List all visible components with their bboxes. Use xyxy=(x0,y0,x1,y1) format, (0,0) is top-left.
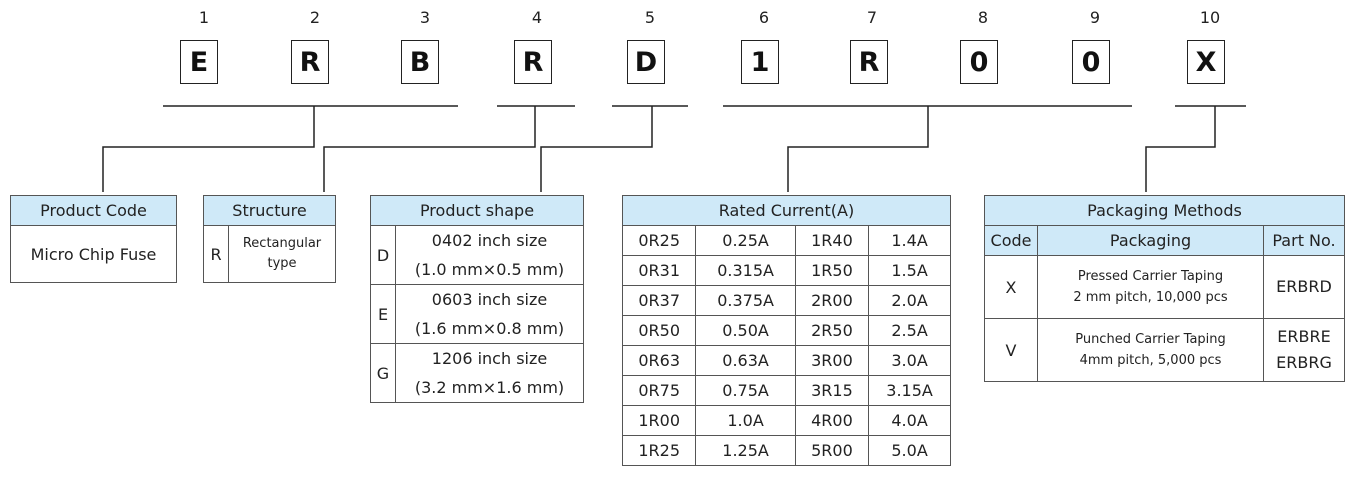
table-cell: 1.4A xyxy=(868,225,951,256)
packaging-code: X xyxy=(984,255,1038,319)
table-cell: 2R00 xyxy=(794,285,870,316)
table-row: 1R25 1.25A 5R00 5.0A xyxy=(621,435,951,466)
position-number: 8 xyxy=(977,8,989,27)
position-number: 9 xyxy=(1089,8,1101,27)
structure-label: Rectangular type xyxy=(228,225,336,283)
packaging-description: Pressed Carrier Taping 2 mm pitch, 10,00… xyxy=(1037,255,1264,319)
product-shape-table: Product shape D 0402 inch size (1.0 mm×0… xyxy=(370,195,584,403)
table-row: 0R25 0.25A 1R40 1.4A xyxy=(621,225,951,256)
position-number: 2 xyxy=(309,8,321,27)
code-char-box: R xyxy=(850,40,888,84)
packaging-description: Punched Carrier Taping 4mm pitch, 5,000 … xyxy=(1037,318,1264,382)
table-cell: 1.0A xyxy=(695,405,796,436)
table-cell: 5.0A xyxy=(868,435,951,466)
shape-size: 1206 inch size xyxy=(395,343,584,373)
table-row: 0R37 0.375A 2R00 2.0A xyxy=(621,285,951,316)
product-code-table: Product Code Micro Chip Fuse xyxy=(10,195,177,283)
table-cell: 0.75A xyxy=(695,375,796,406)
position-number: 1 xyxy=(198,8,210,27)
table-row: V Punched Carrier Taping 4mm pitch, 5,00… xyxy=(984,318,1345,382)
code-char-box: X xyxy=(1187,40,1225,84)
table-row: 1R00 1.0A 4R00 4.0A xyxy=(621,405,951,436)
column-header-packaging: Packaging xyxy=(1037,225,1264,256)
position-number: 3 xyxy=(419,8,431,27)
position-number: 10 xyxy=(1199,8,1221,27)
column-header-part-no: Part No. xyxy=(1263,225,1345,256)
table-cell: 1R50 xyxy=(794,255,870,286)
code-char-box: 0 xyxy=(960,40,998,84)
shape-dims: (3.2 mm×1.6 mm) xyxy=(395,373,584,403)
table-cell: 1.25A xyxy=(695,435,796,466)
table-header: Structure xyxy=(203,195,336,226)
rated-current-table: Rated Current(A) 0R25 0.25A 1R40 1.4A 0R31 0… xyxy=(621,195,951,466)
table-header: Packaging Methods xyxy=(984,195,1345,226)
table-cell: 2.5A xyxy=(868,315,951,346)
table-header: Rated Current(A) xyxy=(622,195,951,226)
position-number: 6 xyxy=(758,8,770,27)
table-cell: 3R00 xyxy=(794,345,870,376)
column-header-code: Code xyxy=(984,225,1038,256)
table-cell: 2.0A xyxy=(868,285,951,316)
code-char-box: R xyxy=(514,40,552,84)
position-number: 4 xyxy=(531,8,543,27)
table-row: 0R63 0.63A 3R00 3.0A xyxy=(621,345,951,376)
position-number: 7 xyxy=(866,8,878,27)
packaging-part-no: ERBRE ERBRG xyxy=(1263,318,1345,382)
shape-code: E xyxy=(370,284,396,344)
table-cell: 1R40 xyxy=(794,225,870,256)
table-header: Product shape xyxy=(370,195,584,226)
packaging-code: V xyxy=(984,318,1038,382)
table-cell: 4.0A xyxy=(868,405,951,436)
table-cell: 0R50 xyxy=(621,315,697,346)
shape-code: D xyxy=(370,225,396,285)
table-cell: 0.315A xyxy=(695,255,796,286)
structure-table: Structure R Rectangular type xyxy=(203,195,336,283)
code-char-box: 0 xyxy=(1072,40,1110,84)
product-code-value: Micro Chip Fuse xyxy=(10,225,177,283)
structure-code: R xyxy=(203,225,229,283)
table-cell: 0R37 xyxy=(621,285,697,316)
table-cell: 3.15A xyxy=(868,375,951,406)
shape-size: 0402 inch size xyxy=(395,225,584,255)
table-cell: 0R75 xyxy=(621,375,697,406)
table-row: 0R75 0.75A 3R15 3.15A xyxy=(621,375,951,406)
table-cell: 5R00 xyxy=(794,435,870,466)
packaging-part-no: ERBRD xyxy=(1263,255,1345,319)
table-cell: 0R25 xyxy=(621,225,697,256)
code-char-box: 1 xyxy=(741,40,779,84)
table-cell: 1R00 xyxy=(621,405,697,436)
table-cell: 0R31 xyxy=(621,255,697,286)
table-cell: 0.50A xyxy=(695,315,796,346)
packaging-methods-table: Packaging Methods Code Packaging Part No… xyxy=(984,195,1345,382)
table-cell: 0.375A xyxy=(695,285,796,316)
table-cell: 3R15 xyxy=(794,375,870,406)
code-char-box: E xyxy=(180,40,218,84)
table-cell: 1.5A xyxy=(868,255,951,286)
table-row: X Pressed Carrier Taping 2 mm pitch, 10,… xyxy=(984,255,1345,319)
table-header: Product Code xyxy=(10,195,177,226)
table-cell: 0R63 xyxy=(621,345,697,376)
table-cell: 0.63A xyxy=(695,345,796,376)
table-cell: 4R00 xyxy=(794,405,870,436)
shape-dims: (1.6 mm×0.8 mm) xyxy=(395,314,584,344)
shape-dims: (1.0 mm×0.5 mm) xyxy=(395,255,584,285)
code-char-box: D xyxy=(627,40,665,84)
table-cell: 0.25A xyxy=(695,225,796,256)
code-char-box: B xyxy=(401,40,439,84)
shape-code: G xyxy=(370,343,396,403)
table-row: 0R31 0.315A 1R50 1.5A xyxy=(621,255,951,286)
shape-size: 0603 inch size xyxy=(395,284,584,314)
table-cell: 1R25 xyxy=(621,435,697,466)
code-char-box: R xyxy=(291,40,329,84)
table-cell: 3.0A xyxy=(868,345,951,376)
position-number: 5 xyxy=(644,8,656,27)
table-row: 0R50 0.50A 2R50 2.5A xyxy=(621,315,951,346)
table-cell: 2R50 xyxy=(794,315,870,346)
